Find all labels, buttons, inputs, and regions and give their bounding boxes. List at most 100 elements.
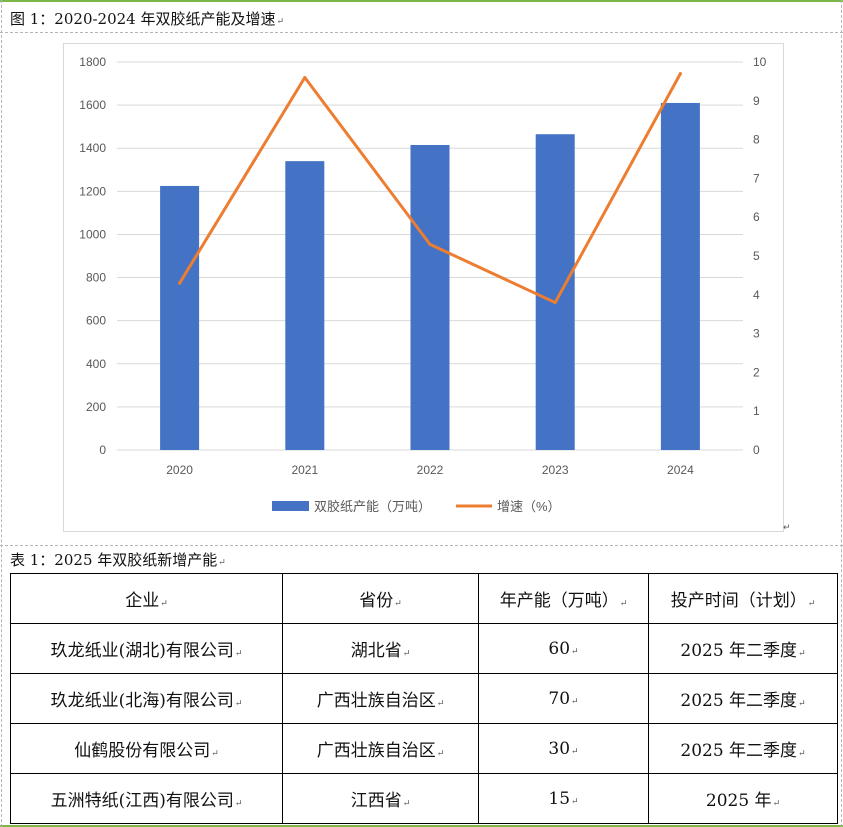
table-cell-text: 玖龙纸业(北海)有限公司	[50, 691, 234, 711]
table-cell: 仙鹤股份有限公司↵	[10, 723, 283, 774]
y-right-tick-label: 1	[753, 404, 760, 418]
x-tick-label: 2024	[667, 463, 694, 477]
table-cell-text: 仙鹤股份有限公司	[74, 741, 211, 761]
y-right-tick-label: 4	[753, 288, 760, 302]
table-body: 企业↵ 省份↵ 年产能（万吨）↵ 投产时间（计划）↵ 玖龙纸业(湖北)有限公司↵ 湖北省↵…	[10, 573, 838, 824]
table-row: 仙鹤股份有限公司↵ 广西壮族自治区↵ 30↵ 2025 年二季度↵	[10, 723, 838, 774]
table-cell: 玖龙纸业(湖北)有限公司↵	[10, 623, 283, 674]
paragraph-mark: ↵	[571, 696, 579, 707]
figure-caption: 图 1：2020-2024 年双胶纸产能及增速↵	[10, 8, 284, 29]
y-left-tick-label: 1800	[79, 55, 106, 69]
table-cell: 70↵	[478, 673, 649, 724]
table-cell-text: 广西壮族自治区	[316, 741, 436, 761]
paragraph-mark: ↵	[798, 699, 806, 709]
table-header-cell: 省份↵	[282, 573, 479, 624]
y-right-tick-label: 2	[753, 365, 760, 379]
paragraph-mark: ↵	[798, 749, 806, 759]
table-cell-text: 30	[548, 738, 571, 759]
table-cell: 2025 年二季度↵	[648, 673, 838, 724]
table-cell: 五洲特纸(江西)有限公司↵	[10, 773, 283, 824]
paragraph-mark: ↵	[234, 699, 243, 709]
capacity-bar	[535, 134, 575, 450]
table-cell-text: 湖北省	[350, 641, 402, 661]
table-header-cell-text: 年产能（万吨）	[499, 591, 619, 611]
table-cell-text: 2025 年二季度	[680, 741, 798, 761]
x-tick-label: 2021	[291, 463, 318, 477]
paragraph-mark: ↵	[798, 649, 806, 659]
new-capacity-table: 企业↵ 省份↵ 年产能（万吨）↵ 投产时间（计划）↵ 玖龙纸业(湖北)有限公司↵ 湖北省↵…	[10, 573, 838, 824]
y-left-tick-label: 200	[86, 400, 106, 414]
growth-point	[428, 242, 432, 246]
table-header-cell-text: 省份	[359, 591, 394, 611]
chart-paragraph-mark: ↵	[783, 523, 791, 533]
caption-guide	[0, 32, 843, 33]
table-cell: 2025 年二季度↵	[648, 723, 838, 774]
legend-swatch-capacity	[272, 501, 309, 511]
right-guide	[841, 0, 842, 827]
paragraph-mark: ↵	[234, 799, 243, 809]
y-left-tick-label: 400	[86, 357, 106, 371]
table-cell-text: 玖龙纸业(湖北)有限公司	[50, 641, 234, 661]
paragraph-mark: ↵	[807, 599, 816, 609]
table-header-cell: 企业↵	[10, 573, 283, 624]
paragraph-mark: ↵	[436, 699, 445, 709]
capacity-bar	[285, 161, 325, 450]
bottom-rule	[0, 825, 843, 827]
y-left-tick-label: 1600	[79, 98, 106, 112]
table-header-cell-text: 企业	[125, 591, 160, 611]
paragraph-mark: ↵	[218, 558, 226, 568]
y-left-tick-label: 1000	[79, 227, 106, 241]
paragraph-mark: ↵	[619, 599, 628, 609]
y-right-tick-label: 10	[753, 55, 767, 69]
legend-label-capacity: 双胶纸产能（万吨）	[314, 499, 431, 514]
paragraph-mark: ↵	[402, 649, 411, 659]
paragraph-mark: ↵	[571, 646, 579, 657]
growth-point	[553, 301, 557, 305]
table-caption-text: 表 1：2025 年双胶纸新增产能	[10, 551, 218, 569]
table-header-cell: 年产能（万吨）↵	[478, 573, 649, 624]
y-left-tick-label: 0	[99, 443, 106, 457]
paragraph-mark: ↵	[772, 799, 781, 809]
y-right-tick-label: 0	[753, 443, 760, 457]
table-row: 玖龙纸业(北海)有限公司↵ 广西壮族自治区↵ 70↵ 2025 年二季度↵	[10, 673, 838, 724]
table-cell: 玖龙纸业(北海)有限公司↵	[10, 673, 283, 724]
table-header-cell: 投产时间（计划）↵	[648, 573, 838, 624]
capacity-bar	[660, 102, 700, 450]
table-cell: 15↵	[478, 773, 649, 824]
x-tick-label: 2022	[417, 463, 444, 477]
table-cell-text: 江西省	[350, 791, 402, 811]
table-cell: 江西省↵	[282, 773, 479, 824]
growth-point	[303, 76, 307, 80]
capacity-growth-chart: 0 200 400 600 800 1000 1200 1400 1600 1800 0 1 2 3 4 5 6…	[79, 55, 767, 514]
y-right-tick-label: 9	[753, 94, 760, 108]
chart-frame	[63, 43, 784, 532]
y-right-tick-label: 7	[753, 171, 760, 185]
paragraph-mark: ↵	[571, 796, 579, 807]
growth-point	[178, 281, 182, 285]
paragraph-mark: ↵	[211, 749, 219, 759]
y-right-tick-label: 5	[753, 249, 760, 263]
legend-label-growth: 增速（%）	[497, 499, 561, 514]
y-left-tick-label: 600	[86, 314, 106, 328]
table-row: 五洲特纸(江西)有限公司↵ 江西省↵ 15↵ 2025 年↵	[10, 773, 838, 824]
table-cell: 30↵	[478, 723, 649, 774]
table-cell-text: 2025 年	[705, 791, 772, 811]
chart-bottom-guide	[0, 545, 843, 546]
table-cell: 60↵	[478, 623, 649, 674]
paragraph-mark: ↵	[276, 17, 285, 27]
y-right-tick-label: 6	[753, 210, 760, 224]
figure-caption-text: 图 1：2020-2024 年双胶纸产能及增速	[10, 10, 276, 28]
paragraph-mark: ↵	[436, 749, 445, 759]
table-cell-text: 70	[548, 688, 571, 709]
y-right-tick-label: 8	[753, 133, 760, 147]
table-header-cell-text: 投产时间（计划）	[670, 591, 807, 611]
table-cell-text: 五洲特纸(江西)有限公司	[50, 791, 234, 811]
capacity-bar	[410, 144, 450, 450]
table-cell-text: 15	[548, 788, 571, 809]
left-guide	[1, 0, 2, 827]
table-cell: 湖北省↵	[282, 623, 479, 674]
table-cell-text: 2025 年二季度	[680, 691, 798, 711]
growth-point	[678, 72, 682, 76]
table-row: 玖龙纸业(湖北)有限公司↵ 湖北省↵ 60↵ 2025 年二季度↵	[10, 623, 838, 674]
table-cell-text: 2025 年二季度	[680, 641, 798, 661]
